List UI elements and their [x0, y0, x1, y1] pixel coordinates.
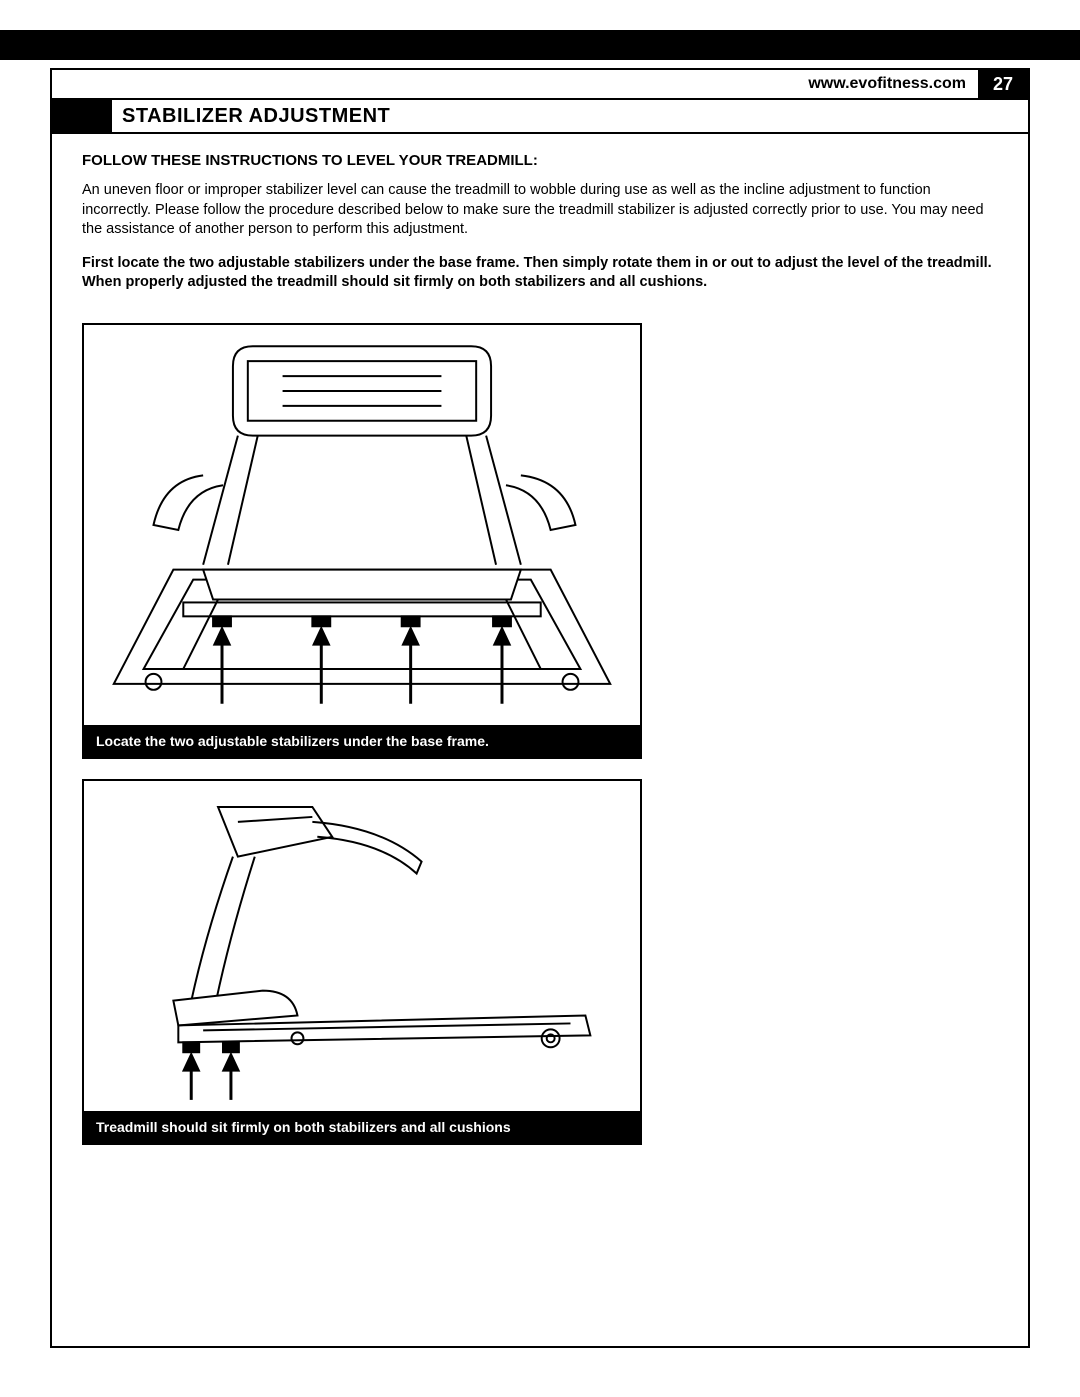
content-frame: STABILIZER ADJUSTMENT FOLLOW THESE INSTR… — [50, 98, 1030, 1348]
manual-page: www.evofitness.com 27 STABILIZER ADJUSTM… — [0, 0, 1080, 1397]
figure-1: Locate the two adjustable stabilizers un… — [82, 323, 642, 759]
treadmill-perspective-icon — [84, 325, 640, 725]
section-title: STABILIZER ADJUSTMENT — [112, 100, 390, 132]
header-url: www.evofitness.com — [52, 70, 978, 98]
paragraph-intro: An uneven floor or improper stabilizer l… — [82, 181, 998, 240]
section-title-block — [52, 100, 112, 132]
page-header: www.evofitness.com 27 — [50, 68, 1030, 98]
figure-2: Treadmill should sit firmly on both stab… — [82, 779, 642, 1145]
page-number: 27 — [978, 70, 1028, 98]
instructions-subhead: FOLLOW THESE INSTRUCTIONS TO LEVEL YOUR … — [82, 152, 998, 169]
top-black-band — [0, 30, 1080, 60]
treadmill-side-icon — [84, 781, 640, 1111]
paragraph-bold: First locate the two adjustable stabiliz… — [82, 254, 998, 293]
figure-1-caption: Locate the two adjustable stabilizers un… — [84, 725, 640, 757]
section-title-row: STABILIZER ADJUSTMENT — [52, 100, 1028, 134]
content-inner: FOLLOW THESE INSTRUCTIONS TO LEVEL YOUR … — [52, 134, 1028, 1145]
figure-2-caption: Treadmill should sit firmly on both stab… — [84, 1111, 640, 1143]
